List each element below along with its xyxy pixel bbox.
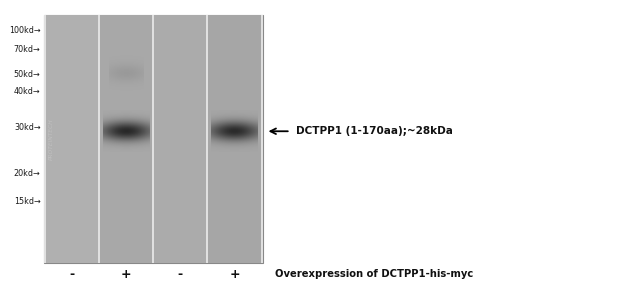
Bar (44, 15, 46, 263)
Bar (208, 15, 261, 263)
Bar (98, 15, 100, 263)
Text: 15kd→: 15kd→ (14, 197, 41, 206)
Text: -: - (177, 268, 182, 281)
Text: PROTEINTECH: PROTEINTECH (49, 118, 54, 159)
Bar (152, 15, 154, 263)
Text: DCTPP1 (1-170aa);~28kDa: DCTPP1 (1-170aa);~28kDa (296, 126, 452, 136)
Bar (261, 15, 262, 263)
Text: +: + (229, 268, 240, 281)
Bar (154, 15, 206, 263)
Text: 20kd→: 20kd→ (14, 169, 41, 178)
Text: 100kd→: 100kd→ (9, 26, 41, 35)
Text: +: + (121, 268, 131, 281)
Bar (46, 15, 98, 263)
Text: 70kd→: 70kd→ (14, 45, 41, 54)
Text: -: - (69, 268, 74, 281)
Text: 30kd→: 30kd→ (14, 123, 41, 132)
Bar (100, 15, 152, 263)
Text: 40kd→: 40kd→ (14, 87, 41, 96)
Text: 50kd→: 50kd→ (14, 70, 41, 79)
Text: Overexpression of DCTPP1-his-myc: Overexpression of DCTPP1-his-myc (275, 270, 473, 279)
Bar (44, 15, 262, 263)
Bar (206, 15, 208, 263)
